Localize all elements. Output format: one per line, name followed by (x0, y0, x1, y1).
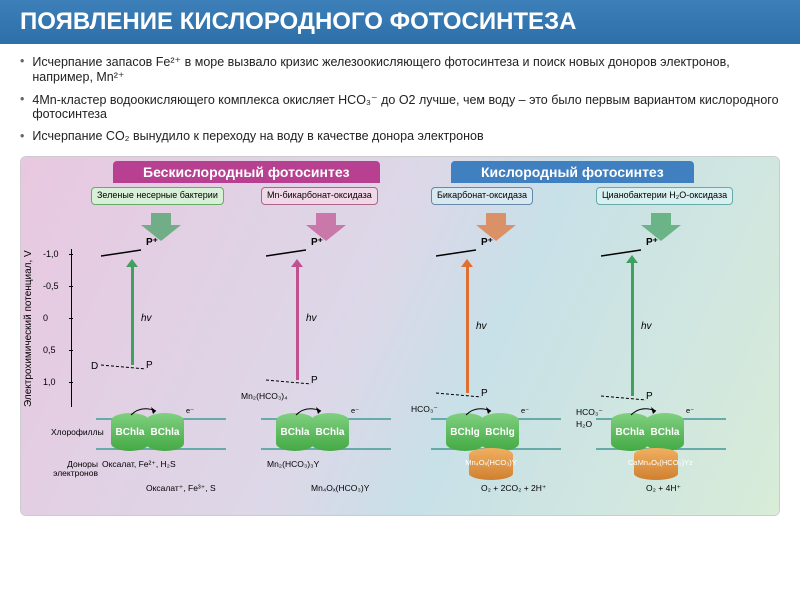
y-tick: -1,0 (43, 249, 59, 259)
bullet-item: Исчерпание CO₂ вынудило к переходу на во… (20, 129, 780, 143)
organism-label: Зеленые несерные бактерии (91, 187, 224, 205)
energy-panel: P⁺hvPMn₂(HCO₃)₄ BChla BChla e⁻ Mn₂(HCO₃)… (246, 243, 406, 503)
p-plus-line (101, 248, 141, 258)
bchl-label: BChlg (485, 427, 514, 438)
y-tick-mark (69, 350, 73, 351)
p-label: P (146, 360, 153, 371)
p-plus-label: P⁺ (146, 237, 158, 248)
p-plus-line (436, 248, 476, 258)
hv-arrow-icon (131, 265, 134, 365)
bchl-label: BChla (116, 427, 145, 438)
header: ПОЯВЛЕНИЕ КИСЛОРОДНОГО ФОТОСИНТЕЗА (0, 0, 800, 44)
chlorophyll-cylinder: BChla (276, 413, 314, 451)
hv-label: hv (306, 313, 317, 324)
y-tick-mark (69, 254, 73, 255)
y-axis-label: Электрохимический потенциал, V (23, 250, 34, 407)
d-line (101, 363, 146, 373)
electron-label: e⁻ (521, 406, 529, 415)
y-tick: 0 (43, 313, 48, 323)
chlorophyll-cylinder: BChla (611, 413, 649, 451)
chlorophyll-cylinder: BChla (311, 413, 349, 451)
bullet-text: 4Mn-кластер водоокисляющего комплекса ок… (32, 92, 780, 121)
d-line (436, 391, 481, 401)
energy-panel: P⁺hvPHCO₃⁻H₂O BChla BChla e⁻ CaMn₄Oₓ(HCO… (581, 243, 741, 503)
bchl-label: BChla (651, 427, 680, 438)
y-tick-mark (69, 286, 73, 287)
energy-panel: P⁺hvDP BChla BChla e⁻ ХлорофиллыДоноры э… (81, 243, 241, 503)
e-transfer-icon (626, 403, 666, 418)
p-plus-label: P⁺ (481, 237, 493, 248)
chlorophyll-complex: BChla BChla e⁻ Mn₂(HCO₃)₃YMn₄Oₓ(HCO₃)Y (261, 408, 391, 488)
donors-list: Mn₂(HCO₃)₃Y (267, 460, 319, 469)
bchl-label: BChla (616, 427, 645, 438)
y-axis (71, 249, 72, 407)
oxidized-products: O₂ + 4H⁺ (646, 484, 681, 493)
donor-formula: Mn₂(HCO₃)₄ (241, 392, 288, 401)
donor-formula-2: H₂O (576, 420, 592, 429)
p-label: P (481, 388, 488, 399)
p-label: P (646, 391, 653, 402)
p-plus-line (266, 248, 306, 258)
hv-label: hv (641, 321, 652, 332)
electron-label: e⁻ (686, 406, 694, 415)
p-label: P (311, 375, 318, 386)
donors-caption: Доноры электронов (48, 460, 98, 479)
energy-panel: P⁺hvPHCO₃⁻ BChlg BChlg e⁻ Mn₄Oₓ(HCO₃)YO₂… (416, 243, 576, 503)
photosynthesis-diagram: Бескислородный фотосинтез Кислородный фо… (20, 156, 780, 516)
organism-label: Бикарбонат-оксидаза (431, 187, 533, 205)
mn-complex-label: CaMn₄Oₓ(HCO₃)Yz (628, 458, 684, 467)
p-plus-label: P⁺ (311, 237, 323, 248)
bchl-label: BChla (151, 427, 180, 438)
y-tick: 0,5 (43, 345, 56, 355)
donor-d-label: D (91, 361, 98, 372)
hv-arrow-icon (466, 265, 469, 393)
chlorophyll-complex: BChla BChla e⁻ ХлорофиллыДоноры электрон… (96, 408, 226, 488)
y-tick: -0,5 (43, 281, 59, 291)
hv-label: hv (476, 321, 487, 332)
chlorophyll-cylinder: BChlg (446, 413, 484, 451)
electron-label: e⁻ (186, 406, 194, 415)
p-plus-label: P⁺ (646, 237, 658, 248)
page-title: ПОЯВЛЕНИЕ КИСЛОРОДНОГО ФОТОСИНТЕЗА (20, 8, 780, 36)
bullet-item: 4Mn-кластер водоокисляющего комплекса ок… (20, 92, 780, 121)
bchl-label: BChla (316, 427, 345, 438)
hv-arrow-icon (631, 261, 634, 396)
section-anoxygenic: Бескислородный фотосинтез (113, 161, 380, 183)
oxidized-products: Оксалат⁺, Fe³⁺, S (146, 484, 216, 493)
chl-caption: Хлорофиллы (51, 428, 104, 437)
chlorophyll-cylinder: BChla (646, 413, 684, 451)
bchl-label: BChlg (450, 427, 479, 438)
chlorophyll-complex: BChla BChla e⁻ CaMn₄Oₓ(HCO₃)YzO₂ + 4H⁺ (596, 408, 726, 488)
e-transfer-icon (291, 403, 331, 418)
y-tick-mark (69, 318, 73, 319)
donors-list: Оксалат, Fe²⁺, H₂S (102, 460, 176, 469)
y-tick: 1,0 (43, 377, 56, 387)
electron-label: e⁻ (351, 406, 359, 415)
hv-label: hv (141, 313, 152, 324)
chlorophyll-cylinder: BChla (146, 413, 184, 451)
organism-label: Цианобактерии H₂O-оксидаза (596, 187, 733, 205)
e-transfer-icon (126, 403, 166, 418)
bullet-text: Исчерпание CO₂ вынудило к переходу на во… (32, 129, 483, 143)
oxidized-products: O₂ + 2CO₂ + 2H⁺ (481, 484, 546, 493)
section-oxygenic: Кислородный фотосинтез (451, 161, 694, 183)
bullet-list: Исчерпание запасов Fe²⁺ в море вызвало к… (0, 44, 800, 156)
organism-label: Mn-бикарбонат-оксидаза (261, 187, 378, 205)
y-tick-mark (69, 382, 73, 383)
bullet-text: Исчерпание запасов Fe²⁺ в море вызвало к… (32, 54, 780, 84)
chlorophyll-complex: BChlg BChlg e⁻ Mn₄Oₓ(HCO₃)YO₂ + 2CO₂ + 2… (431, 408, 561, 488)
bullet-item: Исчерпание запасов Fe²⁺ в море вызвало к… (20, 54, 780, 84)
mn-complex-label: Mn₄Oₓ(HCO₃)Y (463, 458, 519, 467)
oxidized-products: Mn₄Oₓ(HCO₃)Y (311, 484, 369, 493)
d-line (266, 378, 311, 388)
hv-arrow-icon (296, 265, 299, 380)
chlorophyll-cylinder: BChlg (481, 413, 519, 451)
bchl-label: BChla (281, 427, 310, 438)
chlorophyll-cylinder: BChla (111, 413, 149, 451)
e-transfer-icon (461, 403, 501, 418)
